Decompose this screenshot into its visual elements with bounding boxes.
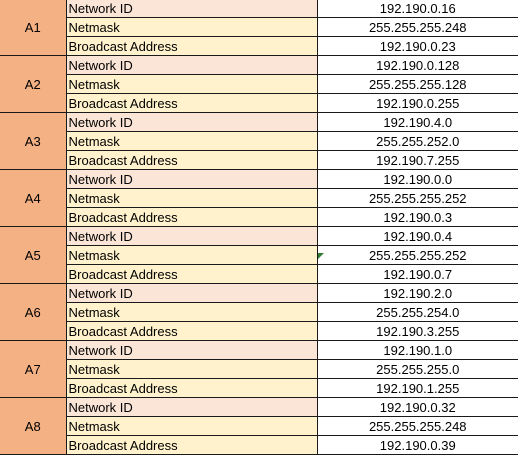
broadcast-address-value-cell[interactable]: 192.190.0.3: [316, 207, 518, 227]
table-row: Netmask 255.255.255.248: [0, 17, 518, 37]
broadcast-address-value-cell[interactable]: 192.190.0.7: [316, 264, 518, 284]
table-row: A7 Network ID 192.190.1.0: [0, 340, 518, 398]
broadcast-address-value-cell[interactable]: 192.190.0.255: [316, 93, 518, 113]
network-id-label-cell[interactable]: Network ID: [65, 0, 318, 18]
broadcast-address-label-cell[interactable]: Broadcast Address: [65, 150, 318, 170]
table-row: Broadcast Address 192.190.0.3: [0, 207, 518, 227]
network-id-label-cell[interactable]: Network ID: [65, 283, 318, 303]
broadcast-address-value-cell[interactable]: 192.190.1.255: [316, 378, 518, 398]
group-label-cell[interactable]: A2: [0, 55, 67, 113]
table-row: Broadcast Address 192.190.1.255: [0, 378, 518, 398]
table-row: A2 Network ID 192.190.0.128: [0, 55, 518, 113]
table-row: Netmask 255.255.255.248: [0, 416, 518, 436]
broadcast-address-label-cell[interactable]: Broadcast Address: [65, 378, 318, 398]
netmask-value-cell[interactable]: 255.255.255.252: [316, 188, 518, 208]
netmask-value-cell[interactable]: 255.255.255.128: [316, 74, 518, 94]
group-label-cell[interactable]: A4: [0, 169, 67, 227]
group-label-cell[interactable]: A3: [0, 112, 67, 170]
network-id-value-cell[interactable]: 192.190.0.0: [316, 169, 518, 189]
broadcast-address-label-cell[interactable]: Broadcast Address: [65, 435, 318, 455]
network-id-label-cell[interactable]: Network ID: [65, 169, 318, 189]
netmask-label-cell[interactable]: Netmask: [65, 17, 318, 37]
table-row: Broadcast Address 192.190.7.255: [0, 150, 518, 170]
network-id-value-cell[interactable]: 192.190.0.128: [316, 55, 518, 75]
broadcast-address-value-cell[interactable]: 192.190.0.23: [316, 36, 518, 56]
broadcast-address-label-cell[interactable]: Broadcast Address: [65, 207, 318, 227]
group-label-cell[interactable]: A6: [0, 283, 67, 341]
network-id-value-cell[interactable]: 192.190.1.0: [316, 340, 518, 360]
table-row: A1 Network ID 192.190.0.16: [0, 0, 518, 56]
table-row: Netmask 255.255.252.0: [0, 131, 518, 151]
table-row: Netmask 255.255.255.0: [0, 359, 518, 379]
group-label-cell[interactable]: A1: [0, 0, 67, 56]
comment-indicator-icon[interactable]: [318, 253, 324, 259]
netmask-value-cell[interactable]: 255.255.255.0: [316, 359, 518, 379]
network-id-label-cell[interactable]: Network ID: [65, 226, 318, 246]
netmask-label-cell[interactable]: Netmask: [65, 188, 318, 208]
table-row: Broadcast Address 192.190.0.39: [0, 435, 518, 455]
broadcast-address-label-cell[interactable]: Broadcast Address: [65, 93, 318, 113]
table-row: Broadcast Address 192.190.0.23: [0, 36, 518, 56]
table-row: A4 Network ID 192.190.0.0: [0, 169, 518, 227]
netmask-label-cell[interactable]: Netmask: [65, 131, 318, 151]
network-id-label-cell[interactable]: Network ID: [65, 112, 318, 132]
network-id-value-cell[interactable]: 192.190.2.0: [316, 283, 518, 303]
netmask-label-cell[interactable]: Netmask: [65, 245, 318, 265]
table-row: A6 Network ID 192.190.2.0: [0, 283, 518, 341]
table-row: Netmask 255.255.255.128: [0, 74, 518, 94]
table-row: Broadcast Address 192.190.3.255: [0, 321, 518, 341]
netmask-value-cell[interactable]: 255.255.252.0: [316, 131, 518, 151]
netmask-value-cell[interactable]: 255.255.255.248: [316, 416, 518, 436]
table-row: Netmask 255.255.255.252: [0, 245, 518, 265]
network-id-label-cell[interactable]: Network ID: [65, 340, 318, 360]
network-id-value-cell[interactable]: 192.190.4.0: [316, 112, 518, 132]
network-id-value-cell[interactable]: 192.190.0.16: [316, 0, 518, 18]
netmask-label-cell[interactable]: Netmask: [65, 416, 318, 436]
table-row: A8 Network ID 192.190.0.32: [0, 397, 518, 455]
broadcast-address-value-cell[interactable]: 192.190.7.255: [316, 150, 518, 170]
table-row: A3 Network ID 192.190.4.0: [0, 112, 518, 170]
broadcast-address-value-cell[interactable]: 192.190.3.255: [316, 321, 518, 341]
netmask-label-cell[interactable]: Netmask: [65, 359, 318, 379]
table-row: Broadcast Address 192.190.0.255: [0, 93, 518, 113]
netmask-value-cell[interactable]: 255.255.255.252: [316, 245, 518, 265]
broadcast-address-value-cell[interactable]: 192.190.0.39: [316, 435, 518, 455]
group-label-cell[interactable]: A5: [0, 226, 67, 284]
table-row: Broadcast Address 192.190.0.7: [0, 264, 518, 284]
table-row: Netmask 255.255.254.0: [0, 302, 518, 322]
netmask-value-cell[interactable]: 255.255.254.0: [316, 302, 518, 322]
table-row: A5 Network ID 192.190.0.4: [0, 226, 518, 284]
network-id-value-cell[interactable]: 192.190.0.4: [316, 226, 518, 246]
broadcast-address-label-cell[interactable]: Broadcast Address: [65, 36, 318, 56]
broadcast-address-label-cell[interactable]: Broadcast Address: [65, 321, 318, 341]
network-id-label-cell[interactable]: Network ID: [65, 55, 318, 75]
network-id-label-cell[interactable]: Network ID: [65, 397, 318, 417]
table-row: Netmask 255.255.255.252: [0, 188, 518, 208]
netmask-label-cell[interactable]: Netmask: [65, 74, 318, 94]
netmask-value-cell[interactable]: 255.255.255.248: [316, 17, 518, 37]
network-id-value-cell[interactable]: 192.190.0.32: [316, 397, 518, 417]
group-label-cell[interactable]: A8: [0, 397, 67, 455]
netmask-label-cell[interactable]: Netmask: [65, 302, 318, 322]
broadcast-address-label-cell[interactable]: Broadcast Address: [65, 264, 318, 284]
group-label-cell[interactable]: A7: [0, 340, 67, 398]
